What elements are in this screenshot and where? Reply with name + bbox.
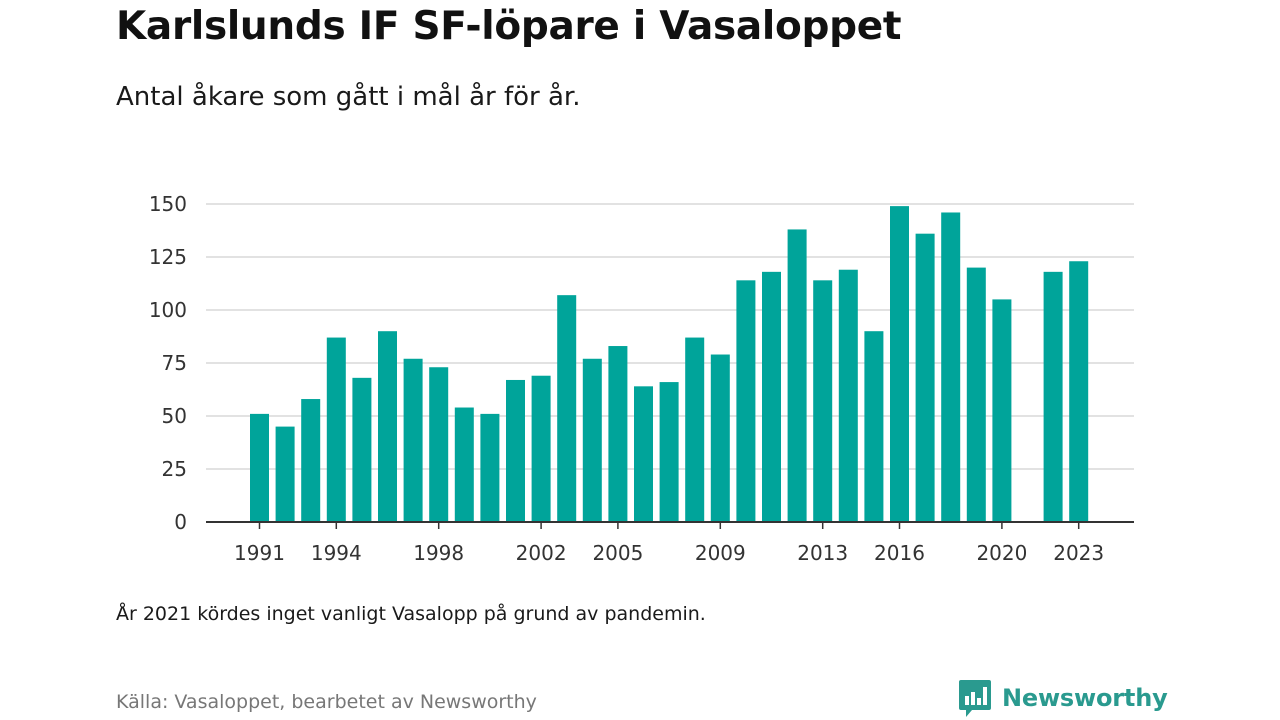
bar-1995 bbox=[352, 377, 372, 522]
bar-1991 bbox=[250, 413, 269, 522]
x-axis-ticks: 1991 1994 1998 2002 2005 2009 2013 2016 2020 2023 bbox=[234, 522, 1104, 565]
x-tick-label: 2005 bbox=[592, 541, 643, 565]
bar-2004 bbox=[582, 358, 602, 522]
bar-2003 bbox=[557, 295, 577, 522]
y-tick-label: 125 bbox=[149, 245, 187, 269]
bar-2015 bbox=[864, 331, 884, 522]
bar-2018 bbox=[941, 212, 961, 523]
bar-2013 bbox=[813, 280, 833, 522]
bar-2002 bbox=[531, 375, 551, 522]
x-tick-label: 2020 bbox=[976, 541, 1027, 565]
brand-name: Newsworthy bbox=[1002, 684, 1168, 712]
bar-2007 bbox=[659, 382, 679, 522]
x-tick-label: 1998 bbox=[413, 541, 464, 565]
bar-1994 bbox=[326, 337, 346, 522]
bars bbox=[250, 206, 1089, 523]
x-tick-label: 2016 bbox=[874, 541, 925, 565]
x-tick-label: 2009 bbox=[695, 541, 746, 565]
bar-2010 bbox=[736, 280, 756, 522]
bar-2006 bbox=[634, 386, 653, 522]
y-tick-label: 50 bbox=[162, 404, 187, 428]
bar-1993 bbox=[301, 399, 321, 522]
x-tick-label: 2002 bbox=[516, 541, 567, 565]
bar-2001 bbox=[506, 379, 525, 522]
bar-1999 bbox=[454, 407, 474, 522]
x-tick-label: 1994 bbox=[311, 541, 362, 565]
bar-2009 bbox=[710, 354, 730, 522]
source-text: Källa: Vasaloppet, bearbetet av Newswort… bbox=[116, 691, 537, 713]
bar-1998 bbox=[429, 367, 449, 522]
chart-subtitle: Antal åkare som gått i mål år för år. bbox=[116, 82, 581, 112]
bar-1992 bbox=[275, 426, 295, 522]
y-tick-label: 100 bbox=[149, 298, 187, 322]
bar-2023 bbox=[1069, 261, 1089, 522]
y-tick-label: 150 bbox=[149, 192, 187, 216]
bar-2000 bbox=[480, 413, 500, 522]
y-tick-label: 25 bbox=[162, 457, 187, 481]
bar-2008 bbox=[685, 337, 705, 522]
bar-2016 bbox=[890, 206, 909, 522]
bar-2017 bbox=[915, 233, 935, 522]
bar-1997 bbox=[403, 358, 423, 522]
footnote: År 2021 kördes inget vanligt Vasalopp på… bbox=[116, 603, 706, 625]
x-tick-label: 2023 bbox=[1053, 541, 1104, 565]
y-tick-label: 0 bbox=[174, 510, 187, 534]
x-tick-label: 2013 bbox=[797, 541, 848, 565]
bar-2005 bbox=[608, 346, 628, 522]
bar-2014 bbox=[838, 269, 858, 522]
brand-logo: Newsworthy bbox=[958, 678, 1168, 718]
bar-2011 bbox=[762, 271, 781, 522]
bar-2022 bbox=[1043, 271, 1063, 522]
bar-chart: 0 25 50 75 100 125 150 1991 1994 1998 2002 2005 200… bbox=[149, 192, 1134, 565]
bar-2019 bbox=[966, 267, 986, 522]
x-tick-label: 1991 bbox=[234, 541, 285, 565]
y-tick-label: 75 bbox=[162, 351, 187, 375]
bar-2020 bbox=[992, 299, 1012, 522]
chart-title: Karlslunds IF SF-löpare i Vasaloppet bbox=[116, 4, 902, 49]
bar-2012 bbox=[787, 229, 807, 522]
bar-1996 bbox=[378, 331, 397, 522]
newsworthy-logo-icon bbox=[959, 680, 991, 717]
y-axis-ticks: 0 25 50 75 100 125 150 bbox=[149, 192, 187, 534]
